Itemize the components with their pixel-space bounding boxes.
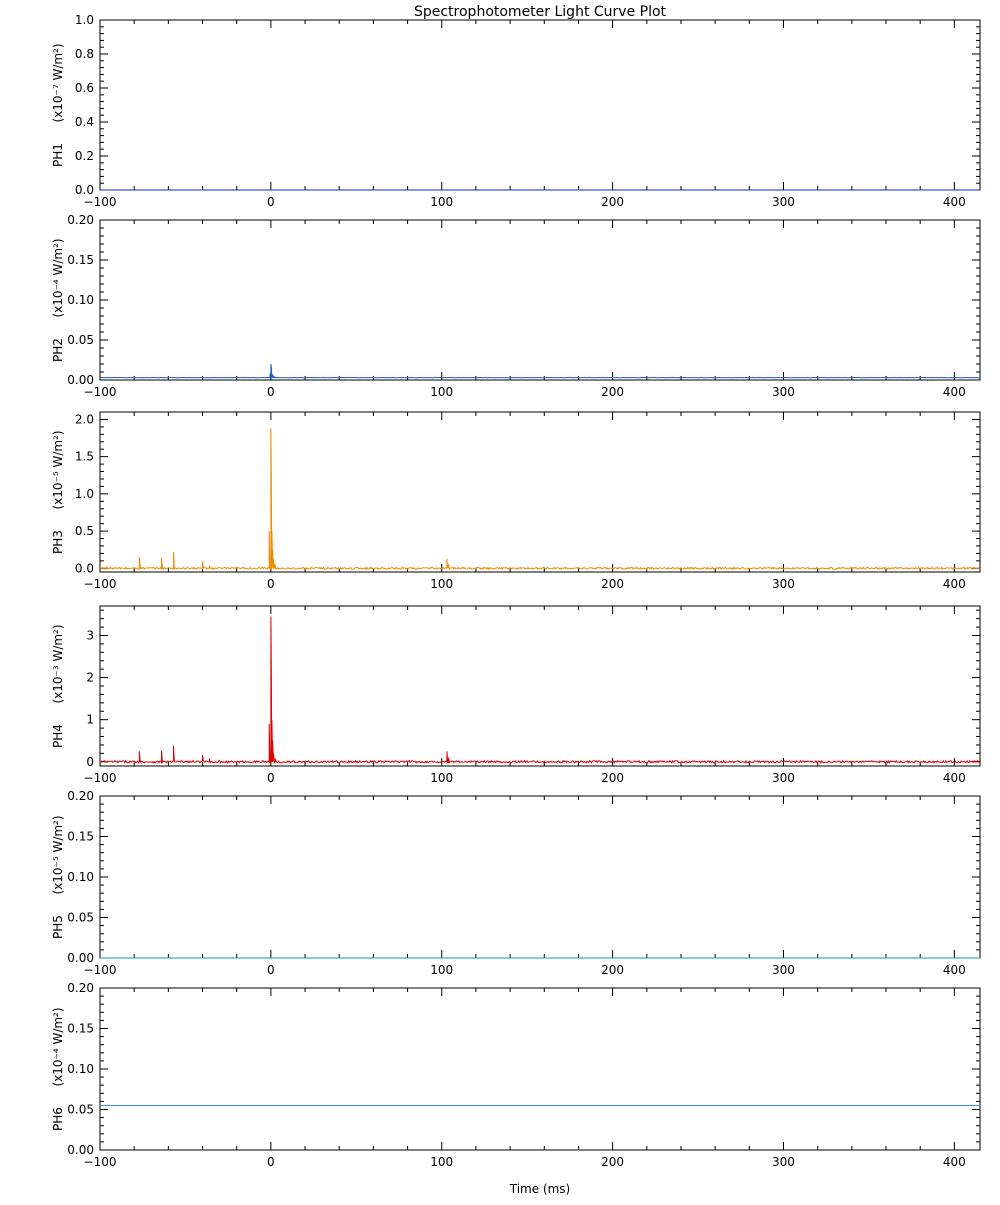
- y-tick-label: 0.15: [67, 830, 94, 844]
- unit-label: (x10⁻⁵ W/m²): [51, 430, 65, 509]
- x-tick-label: 0: [267, 963, 275, 977]
- panel-ph5: −100 0 100 200 300 400 0.00 0.05 0.10 0.15 0.20 PH5…: [51, 789, 980, 977]
- x-tick-label: −100: [84, 385, 117, 399]
- y-tick-label: 0.2: [75, 149, 94, 163]
- x-tick-label: 200: [601, 1155, 624, 1169]
- x-tick-label: 400: [943, 963, 966, 977]
- x-tick-label: 0: [267, 577, 275, 591]
- y-tick-label: 0.20: [67, 981, 94, 995]
- plot-frame: [100, 220, 980, 380]
- y-tick-label: 0.6: [75, 81, 94, 95]
- x-tick-label: 200: [601, 385, 624, 399]
- y-tick-label: 0.15: [67, 253, 94, 267]
- y-tick-label: 0: [86, 755, 94, 769]
- y-tick-label: 0.15: [67, 1022, 94, 1036]
- x-tick-label: 100: [430, 577, 453, 591]
- unit-label: (x10⁻⁵ W/m²): [51, 815, 65, 894]
- y-tick-label: 2.0: [75, 412, 94, 426]
- panel-ph4: −100 0 100 200 300 400 0 1 2 3 PH4 (x10⁻³ W/m²): [51, 606, 980, 785]
- y-tick-label: 0.05: [67, 1103, 94, 1117]
- x-tick-label: 0: [267, 1155, 275, 1169]
- unit-label: (x10⁻⁴ W/m²): [51, 238, 65, 317]
- x-tick-label: 200: [601, 963, 624, 977]
- x-tick-label: 0: [267, 771, 275, 785]
- y-tick-label: 0.10: [67, 1062, 94, 1076]
- y-tick-label: 0.00: [67, 951, 94, 965]
- y-tick-label: 0.20: [67, 789, 94, 803]
- x-tick-label: 400: [943, 771, 966, 785]
- x-tick-label: −100: [84, 195, 117, 209]
- x-tick-label: 100: [430, 771, 453, 785]
- unit-label: (x10⁻⁴ W/m²): [51, 1007, 65, 1086]
- plot-frame: [100, 412, 980, 572]
- y-tick-label: 0.0: [75, 183, 94, 197]
- y-tick-label: 0.20: [67, 213, 94, 227]
- panel-ph3: −100 0 100 200 300 400 0.0 0.5 1.0 1.5 2.0 PH3 (x10⁻…: [51, 412, 980, 591]
- y-tick-label: 0.10: [67, 870, 94, 884]
- plot-frame: [100, 20, 980, 190]
- panel-name-label: PH5: [51, 915, 65, 939]
- x-tick-label: 300: [772, 771, 795, 785]
- x-tick-label: 300: [772, 195, 795, 209]
- y-tick-label: 0.8: [75, 47, 94, 61]
- x-tick-label: 0: [267, 195, 275, 209]
- y-tick-label: 1.0: [75, 13, 94, 27]
- y-tick-label: 0.05: [67, 333, 94, 347]
- x-tick-label: 400: [943, 195, 966, 209]
- x-tick-label: −100: [84, 963, 117, 977]
- x-tick-label: 300: [772, 577, 795, 591]
- series-line: [100, 428, 980, 569]
- x-tick-label: 400: [943, 1155, 966, 1169]
- x-tick-label: 200: [601, 771, 624, 785]
- x-tick-label: 200: [601, 577, 624, 591]
- panel-ph2: −100 0 100 200 300 400 0.00 0.05 0.10 0.15 0.20 PH2…: [51, 213, 980, 399]
- chart-title: Spectrophotometer Light Curve Plot: [414, 4, 667, 20]
- x-tick-label: 400: [943, 577, 966, 591]
- y-tick-label: 0.0: [75, 561, 94, 575]
- panel-name-label: PH3: [51, 530, 65, 554]
- x-tick-label: −100: [84, 577, 117, 591]
- y-tick-label: 2: [86, 671, 94, 685]
- plot-frame: [100, 796, 980, 958]
- x-tick-label: −100: [84, 1155, 117, 1169]
- x-tick-label: 100: [430, 1155, 453, 1169]
- unit-label: (x10⁻⁷ W/m²): [51, 43, 65, 122]
- x-tick-label: 100: [430, 963, 453, 977]
- series-line: [100, 617, 980, 763]
- panel-name-label: PH6: [51, 1107, 65, 1131]
- x-tick-label: 300: [772, 1155, 795, 1169]
- y-tick-label: 0.5: [75, 524, 94, 538]
- plot-frame: [100, 988, 980, 1150]
- x-tick-label: 100: [430, 195, 453, 209]
- x-axis-label: Time (ms): [509, 1182, 571, 1196]
- y-tick-label: 1: [86, 713, 94, 727]
- x-tick-label: 0: [267, 385, 275, 399]
- panel-name-label: PH4: [51, 724, 65, 748]
- y-tick-label: 3: [86, 628, 94, 642]
- x-tick-label: 300: [772, 385, 795, 399]
- y-tick-label: 1.5: [75, 450, 94, 464]
- plot-frame: [100, 606, 980, 766]
- unit-label: (x10⁻³ W/m²): [51, 624, 65, 703]
- panel-ph6: −100 0 100 200 300 400 0.00 0.05 0.10 0.15 0.20 PH6…: [51, 981, 980, 1169]
- x-tick-label: 200: [601, 195, 624, 209]
- x-tick-label: 100: [430, 385, 453, 399]
- panel-name-label: PH1: [51, 143, 65, 167]
- x-tick-label: 400: [943, 385, 966, 399]
- y-tick-label: 0.4: [75, 115, 94, 129]
- series-line: [100, 364, 980, 378]
- y-tick-label: 0.10: [67, 293, 94, 307]
- y-tick-label: 0.00: [67, 373, 94, 387]
- x-tick-label: 300: [772, 963, 795, 977]
- y-tick-label: 0.05: [67, 911, 94, 925]
- y-tick-label: 1.0: [75, 487, 94, 501]
- y-tick-label: 0.00: [67, 1143, 94, 1157]
- panel-name-label: PH2: [51, 338, 65, 362]
- x-tick-label: −100: [84, 771, 117, 785]
- panel-ph1: −100 0 100 200 300 400 0.0 0.2 0.4 0.6 0.8 1.0 PH1 (x…: [51, 13, 980, 209]
